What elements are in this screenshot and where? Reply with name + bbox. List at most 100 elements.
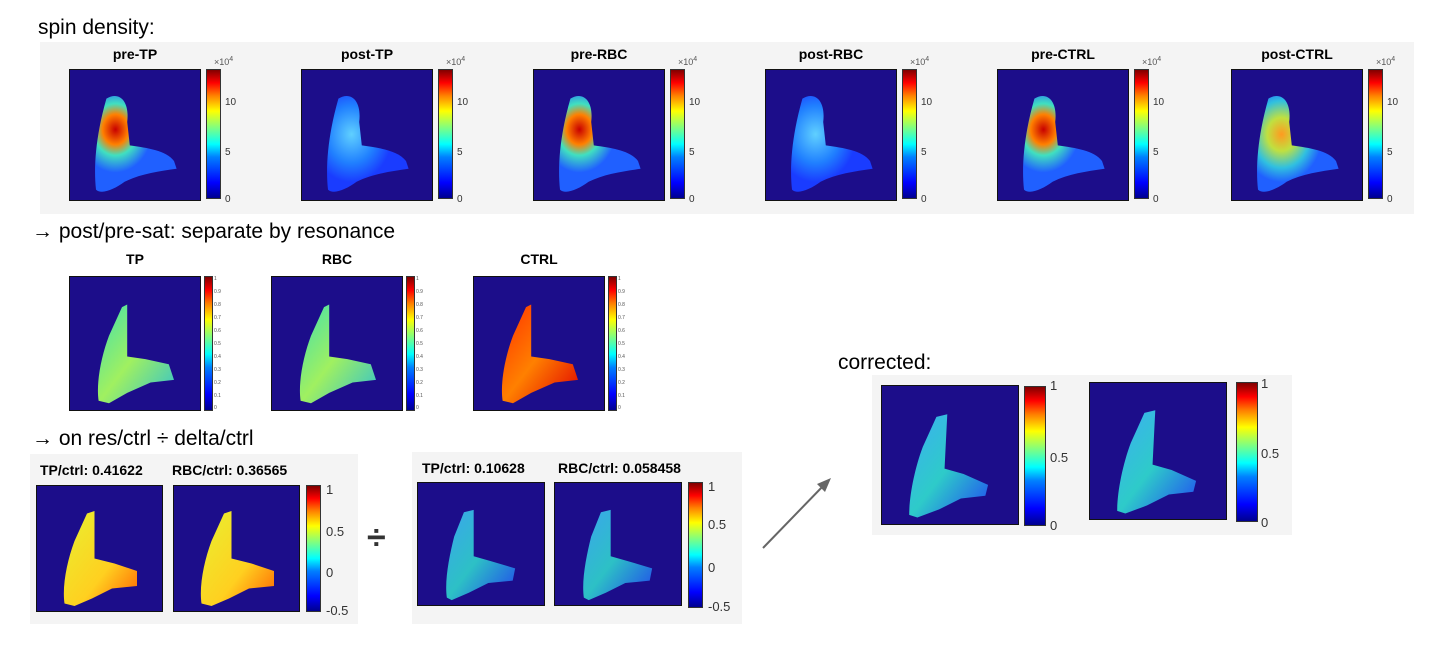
tick-label: 0.5 [1050, 450, 1069, 465]
exp-post-rbc: ×104 [910, 56, 930, 67]
plot-pre-rbc [534, 70, 664, 200]
section-label-on-res: → on res/ctrl ÷ delta/ctrl [32, 427, 254, 450]
plot-title-post-tp: post-TP [340, 46, 394, 62]
exp-post-ctrl: ×104 [1376, 56, 1396, 67]
tick-label: 5 [225, 147, 231, 158]
tick-label: 0 [921, 194, 927, 205]
tick-label: 0.6 [416, 328, 423, 334]
tick-label: 5 [1153, 147, 1159, 158]
colorbar-pre-rbc [671, 70, 684, 198]
tick-label: 0.9 [416, 289, 423, 295]
tick-label: 10 [1387, 97, 1399, 108]
tick-label: 0.8 [214, 302, 221, 308]
plot-pre-tp [70, 70, 200, 200]
tick-label: 10 [225, 97, 237, 108]
plot-ratio-tp [70, 277, 200, 410]
exp-post-tp: ×104 [446, 56, 466, 67]
tick-label: 10 [1153, 97, 1165, 108]
colorbar-corrected-rbc [1237, 383, 1257, 521]
tick-label: 0 [618, 405, 621, 411]
tick-label: 0.9 [618, 289, 625, 295]
exp-pre-tp: ×104 [214, 56, 234, 67]
tick-label: 0.2 [618, 380, 625, 386]
colorbar-post-rbc [903, 70, 916, 198]
tick-label: 1 [416, 276, 419, 282]
tick-label: 10 [921, 97, 933, 108]
plot-corrected-rbc [1090, 383, 1226, 519]
spin-density-panel [40, 42, 1414, 214]
tick-label: 0.3 [416, 367, 423, 373]
tick-label: 1 [1261, 376, 1269, 391]
tick-label: 0.5 [416, 341, 423, 347]
tick-label: 0.9 [214, 289, 221, 295]
plot-title-rbc: RBC [321, 251, 353, 267]
colorbar-post-ctrl [1369, 70, 1382, 198]
section-label-spin-density: spin density: [38, 16, 155, 39]
colorbar-pre-ctrl [1135, 70, 1148, 198]
tick-label: 0 [1387, 194, 1393, 205]
tick-label: 0 [457, 194, 463, 205]
tick-label: 0.7 [214, 315, 221, 321]
tick-label: 1 [708, 479, 716, 494]
colorbar-corrected-tp [1025, 387, 1045, 525]
colorbar-delta [689, 483, 702, 607]
tick-label: 0.6 [618, 328, 625, 334]
plot-ratio-rbc [272, 277, 402, 410]
plot-on-res-tp [37, 486, 162, 611]
tick-label: 0.7 [416, 315, 423, 321]
tick-label: 0.5 [618, 341, 625, 347]
plot-ratio-ctrl [474, 277, 604, 410]
tick-label: 0.3 [618, 367, 625, 373]
plot-post-tp [302, 70, 432, 200]
ratio-label-rbc-on: RBC/ctrl: 0.36565 [172, 462, 288, 478]
plot-title-pre-tp: pre-TP [112, 46, 158, 62]
plot-on-res-rbc [174, 486, 299, 611]
tick-label: 0.5 [214, 341, 221, 347]
plot-delta-rbc [555, 483, 681, 605]
tick-label: 0 [326, 565, 334, 580]
plot-title-pre-ctrl: pre-CTRL [1031, 46, 1095, 62]
tick-label: 0.5 [326, 524, 345, 539]
tick-label: 0.7 [618, 315, 625, 321]
colorbar-tp [205, 277, 212, 410]
tick-label: 0.3 [214, 367, 221, 373]
tick-label: 0 [214, 405, 217, 411]
plot-pre-ctrl [998, 70, 1128, 200]
tick-label: 0 [416, 405, 419, 411]
tick-label: 0 [1153, 194, 1159, 205]
tick-label: 0.5 [708, 517, 727, 532]
tick-label: 0.4 [214, 354, 221, 360]
tick-label: 0 [1050, 518, 1058, 533]
tick-label: 0.4 [618, 354, 625, 360]
tick-label: 0.2 [416, 380, 423, 386]
tick-label: 0.6 [214, 328, 221, 334]
section-label-corrected: corrected: [838, 351, 932, 374]
plot-title-ctrl: CTRL [520, 251, 558, 267]
tick-label: 0 [1261, 515, 1269, 530]
exp-pre-rbc: ×104 [678, 56, 698, 67]
tick-label: 0 [708, 560, 716, 575]
colorbar-post-tp [439, 70, 452, 198]
ratio-label-tp-on: TP/ctrl: 0.41622 [40, 462, 143, 478]
exp-pre-ctrl: ×104 [1142, 56, 1162, 67]
tick-label: -0.5 [708, 599, 731, 614]
colorbar-ctrl [609, 277, 616, 410]
tick-label: 0 [225, 194, 231, 205]
tick-label: 0.2 [214, 380, 221, 386]
plot-title-pre-rbc: pre-RBC [570, 46, 628, 62]
plot-delta-tp [418, 483, 544, 605]
plot-title-post-rbc: post-RBC [798, 46, 864, 62]
tick-label: 1 [618, 276, 621, 282]
plot-title-post-ctrl: post-CTRL [1261, 46, 1333, 62]
tick-label: 1 [214, 276, 217, 282]
tick-label: 0.5 [1261, 446, 1280, 461]
plot-post-rbc [766, 70, 896, 200]
section-label-post-pre: → post/pre-sat: separate by resonance [32, 220, 396, 243]
tick-label: 0.4 [416, 354, 423, 360]
plot-title-tp: TP [126, 251, 144, 267]
ratio-label-tp-delta: TP/ctrl: 0.10628 [422, 460, 525, 476]
divide-symbol: ÷ [367, 519, 386, 557]
tick-label: 10 [689, 97, 701, 108]
tick-label: -0.5 [326, 603, 349, 618]
tick-label: 5 [1387, 147, 1393, 158]
